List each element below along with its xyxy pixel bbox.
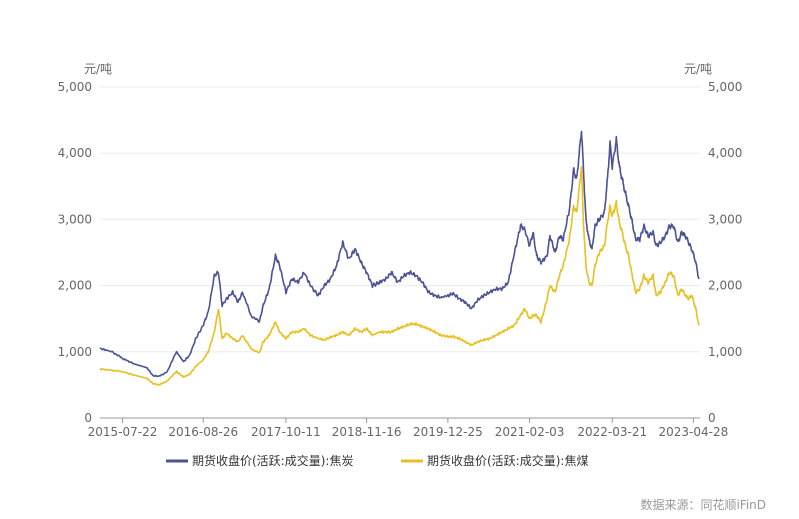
legend-item-coke[interactable]: 期货收盘价(活跃:成交量):焦炭: [166, 453, 353, 468]
right-axis-unit: 元/吨: [684, 62, 712, 76]
y-tick-right-2: 2,000: [708, 279, 742, 293]
x-tick-5: 2021-02-03: [495, 425, 565, 439]
legend-label-coking-coal: 期货收盘价(活跃:成交量):焦煤: [427, 453, 588, 468]
series-line-0[interactable]: [99, 130, 700, 378]
legend-item-coking-coal[interactable]: 期货收盘价(活跃:成交量):焦煤: [401, 453, 588, 468]
y-tick-left-3: 3,000: [58, 212, 92, 226]
y-tick-right-5: 5,000: [708, 80, 742, 94]
x-tick-4: 2019-12-25: [413, 425, 483, 439]
series-layer: [99, 130, 700, 386]
y-tick-left-2: 2,000: [58, 279, 92, 293]
legend-label-coke: 期货收盘价(活跃:成交量):焦炭: [192, 453, 353, 468]
x-tick-3: 2018-11-16: [332, 425, 402, 439]
x-tick-1: 2016-08-26: [168, 425, 238, 439]
data-source-note: 数据来源：同花顺iFinD: [640, 497, 766, 512]
y-tick-right-4: 4,000: [708, 146, 742, 160]
y-tick-right-1: 1,000: [708, 345, 742, 359]
axes: 0 0 1,000 1,000 2,000 2,000 3,000 3,000 4,000 4,0…: [58, 80, 743, 439]
y-tick-left-4: 4,000: [58, 146, 92, 160]
legend: 期货收盘价(活跃:成交量):焦炭 期货收盘价(活跃:成交量):焦煤: [166, 453, 588, 468]
grid-lines: [100, 86, 700, 353]
y-tick-left-5: 5,000: [58, 80, 92, 94]
left-axis-unit: 元/吨: [84, 62, 112, 76]
y-tick-right-3: 3,000: [708, 212, 742, 226]
series-line-1[interactable]: [99, 166, 700, 386]
y-tick-left-1: 1,000: [58, 345, 92, 359]
y-tick-right-0: 0: [708, 411, 716, 425]
x-tick-0: 2015-07-22: [88, 425, 158, 439]
y-tick-left-0: 0: [84, 411, 92, 425]
x-tick-2: 2017-10-11: [251, 425, 321, 439]
x-tick-7: 2023-04-28: [658, 425, 728, 439]
x-tick-6: 2022-03-21: [577, 425, 647, 439]
